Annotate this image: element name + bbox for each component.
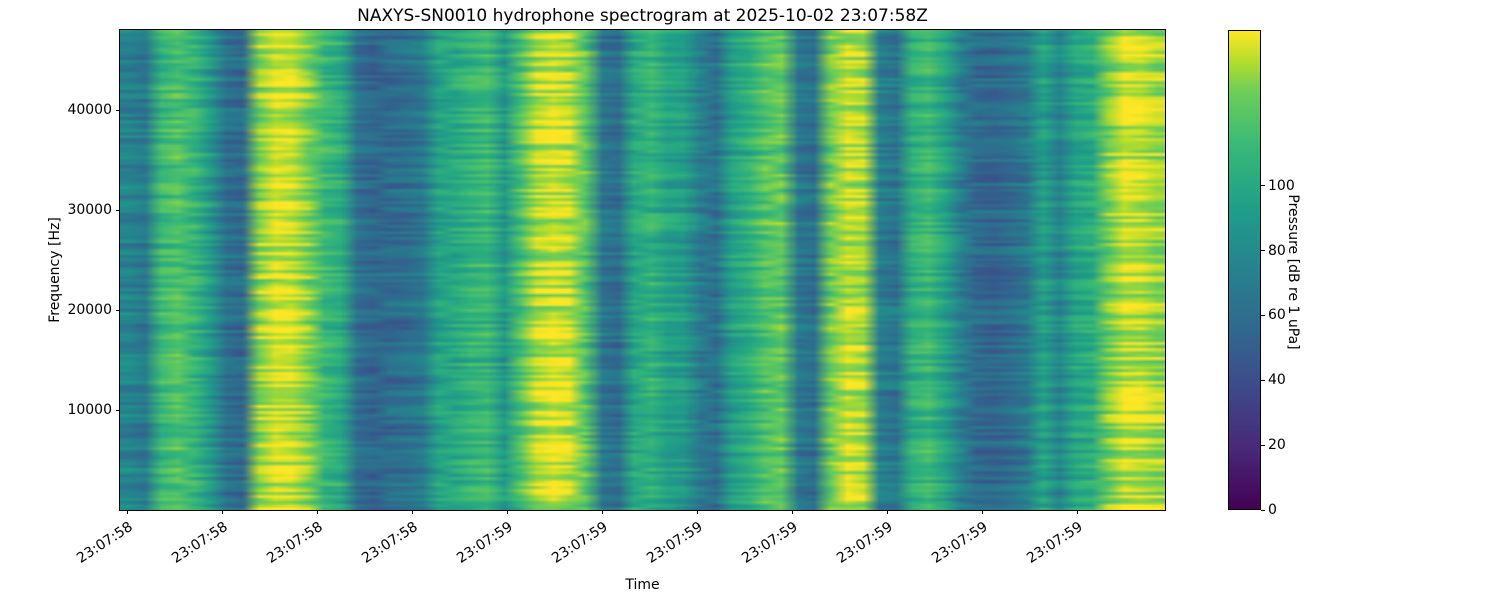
x-tick-label-text: 23:07:58 <box>74 519 136 567</box>
x-tick-label-text: 23:07:58 <box>264 519 326 567</box>
x-tick-label-text: 23:07:58 <box>169 519 231 567</box>
y-tick-mark <box>116 109 120 111</box>
colorbar-tick-mark <box>1261 509 1265 511</box>
colorbar-tick-mark <box>1261 444 1265 446</box>
x-tick-label-text: 23:07:59 <box>644 519 706 567</box>
x-tick-mark <box>1076 510 1078 514</box>
chart-title: NAXYS-SN0010 hydrophone spectrogram at 2… <box>357 6 928 26</box>
x-tick-mark <box>411 510 413 514</box>
x-tick-mark <box>126 510 128 514</box>
x-tick-label-text: 23:07:59 <box>1024 519 1086 567</box>
y-tick-mark <box>116 209 120 211</box>
x-tick-label-text: 23:07:59 <box>929 519 991 567</box>
x-tick-mark <box>791 510 793 514</box>
x-tick-mark <box>506 510 508 514</box>
colorbar-tick-mark <box>1261 379 1265 381</box>
colorbar-tick-mark <box>1261 314 1265 316</box>
x-tick-label-text: 23:07:58 <box>359 519 421 567</box>
colorbar-tick-label: 80 <box>1268 242 1286 259</box>
colorbar-tick-label: 0 <box>1268 502 1277 518</box>
spectrogram-canvas <box>120 30 1165 510</box>
x-tick-label-text: 23:07:59 <box>454 519 516 567</box>
x-tick-mark <box>696 510 698 514</box>
x-tick-mark <box>601 510 603 514</box>
x-tick-label-text: 23:07:59 <box>834 519 896 567</box>
colorbar-tick-label: 100 <box>1268 177 1295 194</box>
y-tick-mark <box>116 409 120 411</box>
y-tick-label: 10000 <box>67 402 112 418</box>
x-tick-mark <box>886 510 888 514</box>
x-tick-label-text: 23:07:59 <box>739 519 801 567</box>
colorbar-label: Pressure [dB re 1 uPa] <box>1285 194 1301 350</box>
x-axis-label: Time <box>625 577 660 593</box>
x-tick-mark <box>316 510 318 514</box>
x-tick-label-text: 23:07:59 <box>549 519 611 567</box>
y-tick-label: 40000 <box>67 102 112 118</box>
y-tick-label: 20000 <box>67 302 112 318</box>
colorbar-tick-label: 60 <box>1268 307 1286 324</box>
y-tick-label: 30000 <box>67 202 112 218</box>
x-tick-mark <box>981 510 983 514</box>
colorbar <box>1228 30 1261 510</box>
y-tick-mark <box>116 309 120 311</box>
x-tick-mark <box>221 510 223 514</box>
colorbar-tick-label: 40 <box>1268 372 1286 389</box>
colorbar-tick-mark <box>1261 250 1265 252</box>
colorbar-tick-label: 20 <box>1268 437 1286 454</box>
colorbar-tick-mark <box>1261 185 1265 187</box>
